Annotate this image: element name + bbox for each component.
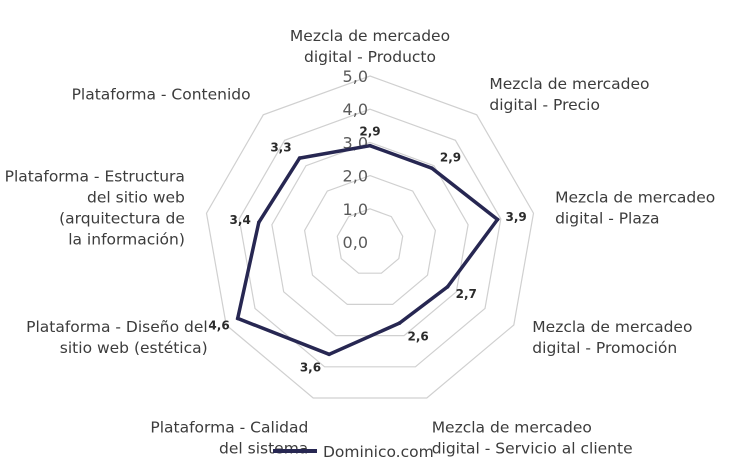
grid-ring-1: [336, 208, 404, 274]
tick-label: 5,0: [343, 67, 368, 86]
legend: Dominico.com: [273, 443, 434, 461]
data-label: 3,3: [270, 140, 291, 154]
category-label-line: digital - Precio: [489, 96, 600, 114]
category-label: Mezcla de mercadeo digital - Precio: [489, 75, 649, 114]
category-label-line: Mezcla de mercadeo: [290, 27, 450, 45]
category-label-line: digital - Promoción: [532, 339, 677, 357]
category-label-line: del sitio web: [87, 189, 185, 207]
data-label: 2,9: [440, 151, 461, 165]
category-label-line: (arquitectura de: [59, 210, 185, 228]
data-label: 2,9: [359, 125, 380, 139]
data-point: [297, 156, 302, 160]
category-label: Mezcla de mercadeo digital - Plaza: [555, 189, 715, 228]
series-line: [235, 143, 500, 357]
category-label-line: Mezcla de mercadeo: [532, 318, 692, 336]
data-point: [430, 166, 434, 170]
data-label: 3,4: [230, 213, 251, 227]
category-label: Mezcla de mercadeo digital - Servicio al …: [432, 418, 633, 457]
category-label: Plataforma - Estructura del sitio web (arq…: [5, 168, 185, 249]
data-point: [327, 352, 331, 357]
legend-label: Dominico.com: [323, 443, 434, 461]
tick-label: 4,0: [343, 100, 368, 119]
data-label: 2,7: [456, 287, 477, 301]
data-point: [445, 285, 450, 289]
category-label-line: digital - Servicio al cliente: [432, 439, 633, 457]
grid-ring-4: [238, 108, 502, 368]
category-label-line: Plataforma - Diseño del: [26, 318, 208, 336]
tick-label: 1,0: [343, 200, 368, 219]
radial-axis-ticks: 0,01,02,03,04,05,0: [343, 67, 368, 252]
data-label: 3,6: [300, 361, 321, 375]
data-labels: 2,9 2,9 3,9 2,7 2,6 3,6 4,6 3,4 3,3: [208, 125, 526, 375]
category-label-line: Plataforma - Estructura: [5, 168, 185, 186]
category-label: Mezcla de mercadeo digital - Promoción: [532, 318, 692, 357]
data-label: 3,9: [506, 210, 527, 224]
data-point: [257, 220, 261, 225]
category-label-line: la información): [68, 231, 185, 249]
data-point: [368, 143, 372, 148]
category-label-line: Mezcla de mercadeo: [489, 75, 649, 93]
category-label: Mezcla de mercadeo digital - Producto: [290, 27, 450, 66]
grid-ring-5: [205, 75, 535, 399]
category-label: Plataforma - Contenido: [72, 85, 251, 103]
data-label: 4,6: [208, 318, 229, 332]
data-label: 2,6: [408, 329, 429, 343]
data-point: [235, 316, 240, 321]
data-point: [397, 321, 402, 325]
series-layer: [235, 143, 500, 357]
category-label-line: Plataforma - Contenido: [72, 85, 251, 103]
category-label-line: Plataforma - Calidad: [150, 418, 308, 436]
category-label-line: Mezcla de mercadeo: [555, 189, 715, 207]
grid-ring-2: [303, 174, 437, 305]
tick-label: 2,0: [343, 167, 368, 186]
category-labels: Mezcla de mercadeo digital - ProductoMezc…: [5, 27, 716, 457]
category-label-line: del sistema: [219, 439, 308, 457]
category-label-line: digital - Producto: [304, 48, 436, 66]
category-label-line: sitio web (estética): [60, 339, 208, 357]
category-label: Plataforma - Diseño del sitio web (estéti…: [26, 318, 208, 357]
category-label-line: digital - Plaza: [555, 210, 659, 228]
tick-label: 0,0: [343, 233, 368, 252]
data-point: [495, 217, 500, 222]
category-label-line: Mezcla de mercadeo: [432, 418, 592, 436]
